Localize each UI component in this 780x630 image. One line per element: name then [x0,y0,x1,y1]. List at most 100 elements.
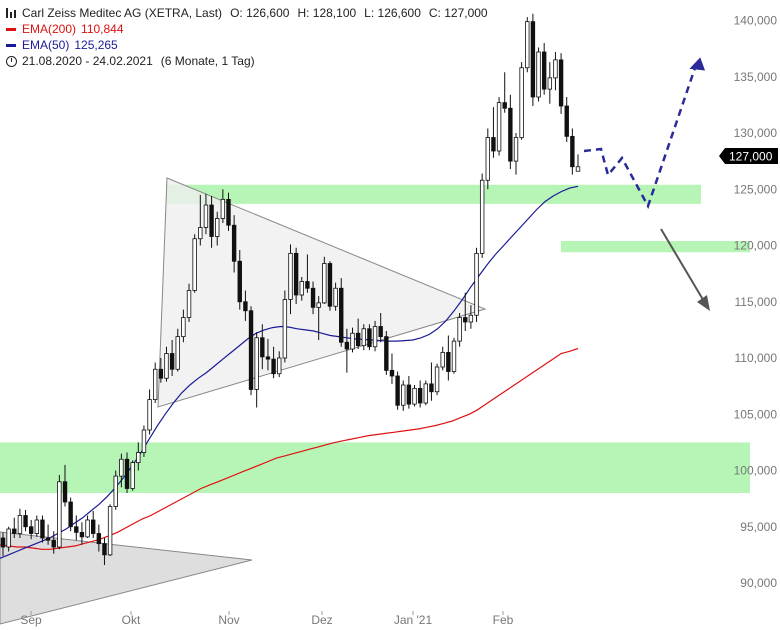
candle-body-up [107,506,113,556]
candle [113,470,118,510]
candle-body-up [468,314,474,323]
candle [277,351,282,378]
candle [175,328,180,372]
candle [288,244,293,315]
triangle-pattern-1 [157,177,487,408]
candle [553,52,558,91]
candle-body-up [485,137,491,181]
candle-body-up [34,519,40,534]
candle [51,531,56,554]
candle [395,371,400,410]
triangle-pattern-2 [0,531,253,625]
candle [169,340,175,376]
candle-body-up [130,462,135,489]
candle-body-up [254,337,259,390]
candle-body-up [536,51,541,98]
candle [474,247,479,322]
candle [525,17,530,73]
candle-body-up [451,340,457,372]
y-tick-label: 110,000 [735,351,778,365]
candle-body-up [215,218,220,237]
candle-body-up [457,317,462,342]
candle [6,526,11,552]
candle [446,335,451,381]
close-value: C: 127,000 [428,6,488,20]
legend-ema200: EMA(200) 110,844 [6,21,488,37]
candle-body-down [79,531,85,538]
candle-body-down [406,384,412,405]
forecast-up-path [583,61,699,210]
candle-body-down [355,332,361,347]
candle-body-up [288,252,293,300]
triangle-patterns [0,177,487,625]
candle-body-up [434,366,440,393]
candle-body-up [553,59,558,79]
period-label: (6 Monate, 1 Tag) [160,54,255,68]
support-zone-100000 [0,442,750,493]
candle-body-down [463,317,468,323]
candle [164,346,169,382]
candle [34,515,40,537]
candle-body-down [45,537,51,541]
candle [355,318,361,349]
candle [491,107,496,158]
candle [310,281,316,315]
legend-header: Carl Zeiss Meditec AG (XETRA, Last) O: 1… [6,5,488,21]
candle [23,509,28,532]
last-price-label: 127,000 [729,150,773,164]
candle-body-down [384,336,389,371]
low-value: L: 126,600 [364,6,421,20]
candle-body-up [141,429,147,453]
candle-body-up [164,353,169,379]
candle [322,256,327,304]
candle [339,278,344,347]
candle-body-up [474,252,479,316]
candle-body-up [181,317,186,338]
candle [215,211,220,246]
candle-body-down [508,107,513,162]
candle [181,309,186,343]
candle-body-up [372,326,378,348]
candle [158,358,164,383]
candlestick-icon [6,8,16,18]
candle [282,290,288,363]
candle-body-up [198,227,203,240]
candle-body-down [40,519,45,539]
candle-body-up [575,166,581,172]
candle [344,328,350,373]
candle-body-down [74,526,79,533]
candle [496,97,502,156]
candle-body-down [293,252,299,296]
candle-body-down [344,341,350,350]
candle-body-up [119,458,124,477]
candle [547,62,553,104]
candle [372,320,378,352]
candle [12,517,17,538]
candle [260,324,265,370]
candle-body-down [570,135,575,168]
candle [327,261,333,311]
x-tick-label: Nov [218,613,239,627]
candle [463,292,468,331]
candle [85,515,90,538]
candle [541,43,547,95]
candle-body-up [547,77,553,90]
x-tick-label: Sep [20,613,42,627]
candle-body-down [339,287,344,343]
candle-body-up [412,387,417,405]
candle-body-up [299,281,304,296]
candle [429,362,434,401]
x-axis: Sep Okt Nov Dez Jan '21 Feb [20,611,514,627]
candle [209,196,214,248]
candle [451,337,457,374]
candle [305,254,310,293]
candle-body-down [305,281,310,289]
candle [186,283,192,322]
candle [401,380,406,411]
y-tick-label: 120,000 [734,239,778,253]
candle [203,193,209,235]
candle-body-up [17,515,23,534]
candle [508,94,513,169]
candle-body-down [260,337,265,358]
